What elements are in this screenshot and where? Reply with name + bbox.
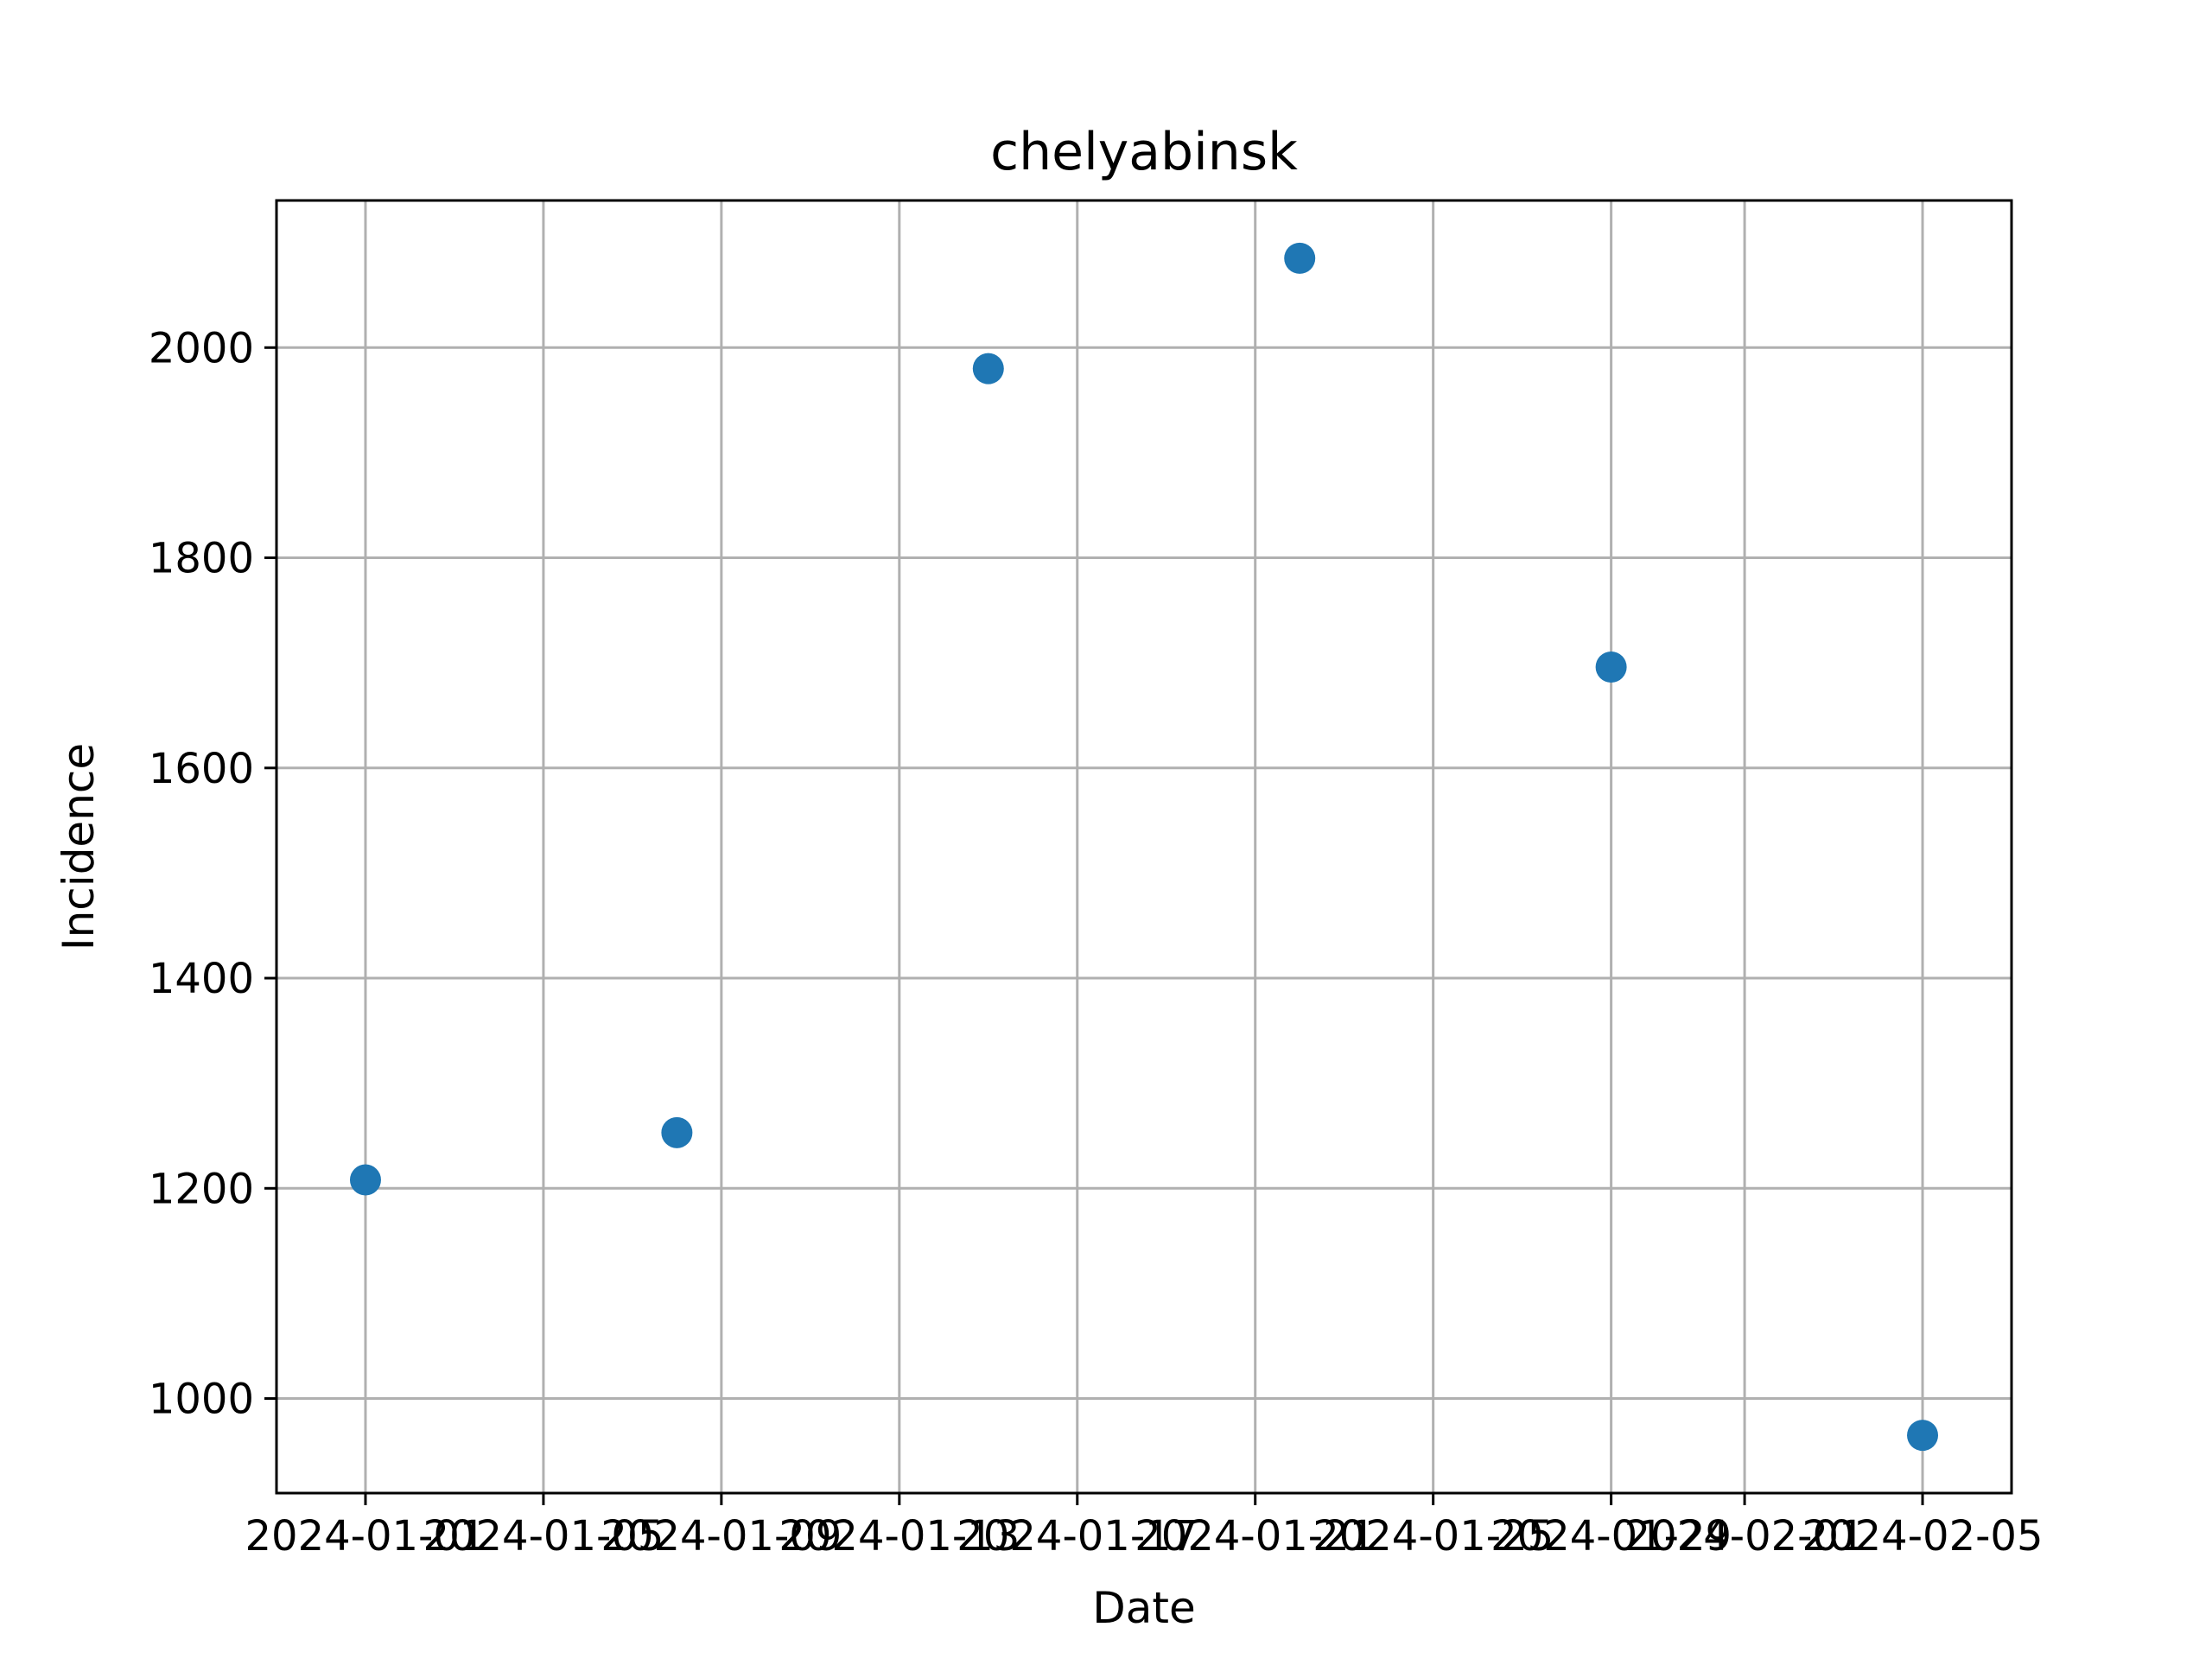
data-point	[1595, 652, 1627, 683]
x-tick-label: 2024-01-25	[1313, 1512, 1554, 1560]
y-axis-label: Incidence	[54, 743, 104, 950]
x-tick-label: 2024-01-17	[957, 1512, 1198, 1560]
grid	[276, 200, 2012, 1493]
plot-frame	[275, 199, 2013, 1495]
x-tick-label: 2024-01-05	[423, 1512, 664, 1560]
data-point	[661, 1116, 693, 1148]
data-points	[349, 242, 1939, 1452]
y-tick-label: 1400	[149, 955, 254, 1003]
x-tick-label: 2024-01-09	[601, 1512, 842, 1560]
data-point	[972, 353, 1004, 385]
x-tick-label: 2024-02-05	[1802, 1512, 2044, 1560]
data-point	[349, 1164, 381, 1196]
chart-title: chelyabinsk	[990, 122, 1298, 182]
x-axis-label: Date	[1092, 1583, 1196, 1633]
x-tick-label: 2024-01-01	[245, 1512, 486, 1560]
x-tick-label: 2024-01-29	[1491, 1512, 1732, 1560]
y-tick-label: 1200	[149, 1165, 254, 1213]
x-tick-label: 2024-02-01	[1624, 1512, 1866, 1560]
ticks: 2024-01-012024-01-052024-01-092024-01-13…	[149, 324, 2044, 1560]
x-tick-label: 2024-01-13	[779, 1512, 1020, 1560]
data-point	[1907, 1420, 1939, 1452]
data-point	[1284, 242, 1316, 274]
y-tick-label: 1000	[149, 1376, 254, 1424]
y-tick-label: 1800	[149, 535, 254, 583]
x-tick-label: 2024-01-21	[1135, 1512, 1376, 1560]
y-tick-label: 2000	[149, 324, 254, 372]
y-tick-label: 1600	[149, 745, 254, 793]
